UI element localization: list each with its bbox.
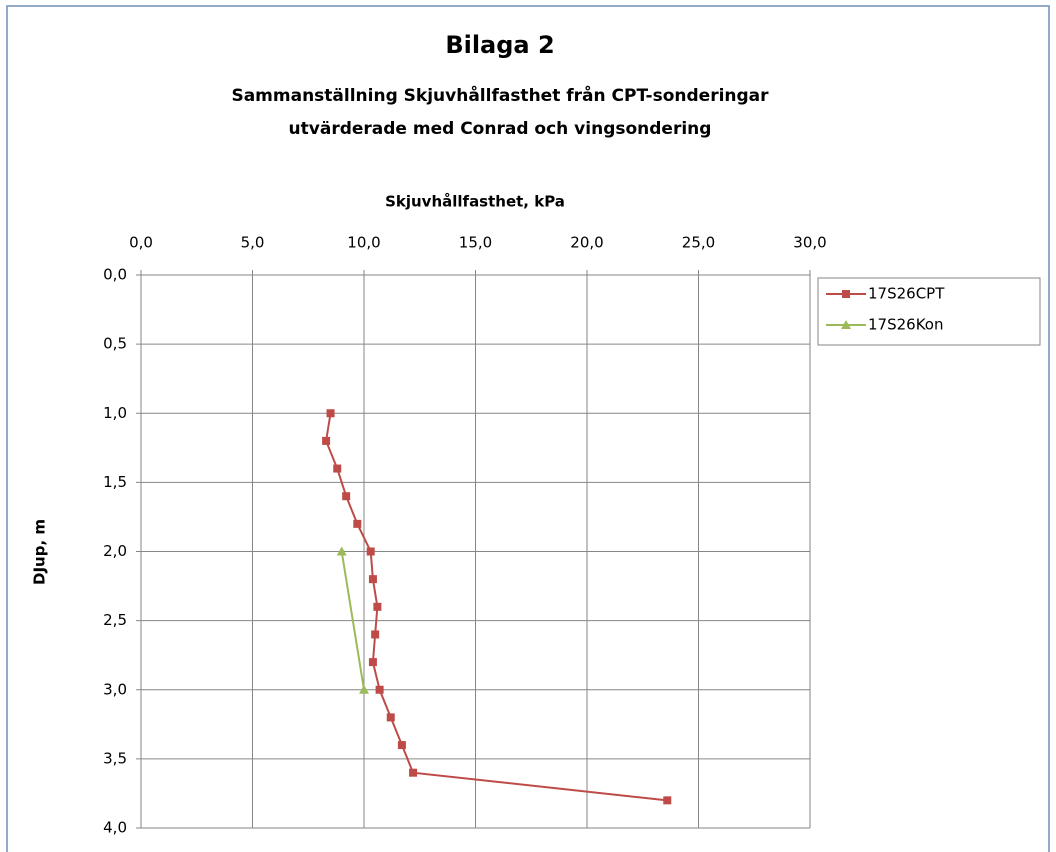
x-axis-label: Skjuvhållfasthet, kPa <box>385 193 565 211</box>
marker <box>371 630 380 639</box>
marker <box>842 290 850 298</box>
x-tick-label: 5,0 <box>241 234 265 252</box>
y-tick-label: 1,5 <box>103 473 127 491</box>
marker <box>333 464 342 473</box>
x-tick-label: 30,0 <box>793 234 826 252</box>
marker <box>342 492 351 501</box>
marker <box>386 713 395 722</box>
x-tick-label: 25,0 <box>682 234 715 252</box>
marker <box>663 796 672 805</box>
marker <box>336 546 347 556</box>
marker <box>375 685 384 694</box>
marker <box>326 409 335 418</box>
marker <box>368 575 377 584</box>
y-tick-label: 2,5 <box>103 611 127 629</box>
y-tick-label: 0,5 <box>103 335 127 353</box>
legend-label: 17S26Kon <box>868 316 943 334</box>
y-tick-label: 4,0 <box>103 819 127 837</box>
legend-label: 17S26CPT <box>868 285 945 303</box>
y-tick-label: 3,0 <box>103 680 127 698</box>
marker <box>366 547 375 556</box>
marker <box>397 741 406 750</box>
marker <box>373 602 382 611</box>
marker <box>359 684 369 694</box>
chart-title: Bilaga 2 <box>445 31 554 59</box>
marker <box>353 519 362 528</box>
legend-box <box>817 277 1041 346</box>
x-tick-label: 15,0 <box>459 234 492 252</box>
chart-border <box>6 5 1050 852</box>
y-axis-label: DJup, m <box>31 519 49 585</box>
marker <box>841 320 851 329</box>
x-tick-label: 10,0 <box>347 234 380 252</box>
chart-subtitle: utvärderade med Conrad och vingsondering <box>289 119 712 139</box>
marker <box>368 658 377 667</box>
marker <box>409 768 418 777</box>
y-tick-label: 2,0 <box>103 542 127 560</box>
chart-subtitle: Sammanställning Skjuvhållfasthet från CP… <box>231 84 769 106</box>
y-tick-label: 1,0 <box>103 404 127 422</box>
y-tick-label: 0,0 <box>103 266 127 284</box>
data-line <box>340 551 365 690</box>
marker <box>322 436 331 445</box>
x-tick-label: 0,0 <box>129 234 153 252</box>
x-tick-label: 20,0 <box>570 234 603 252</box>
y-tick-label: 3,5 <box>103 749 127 767</box>
